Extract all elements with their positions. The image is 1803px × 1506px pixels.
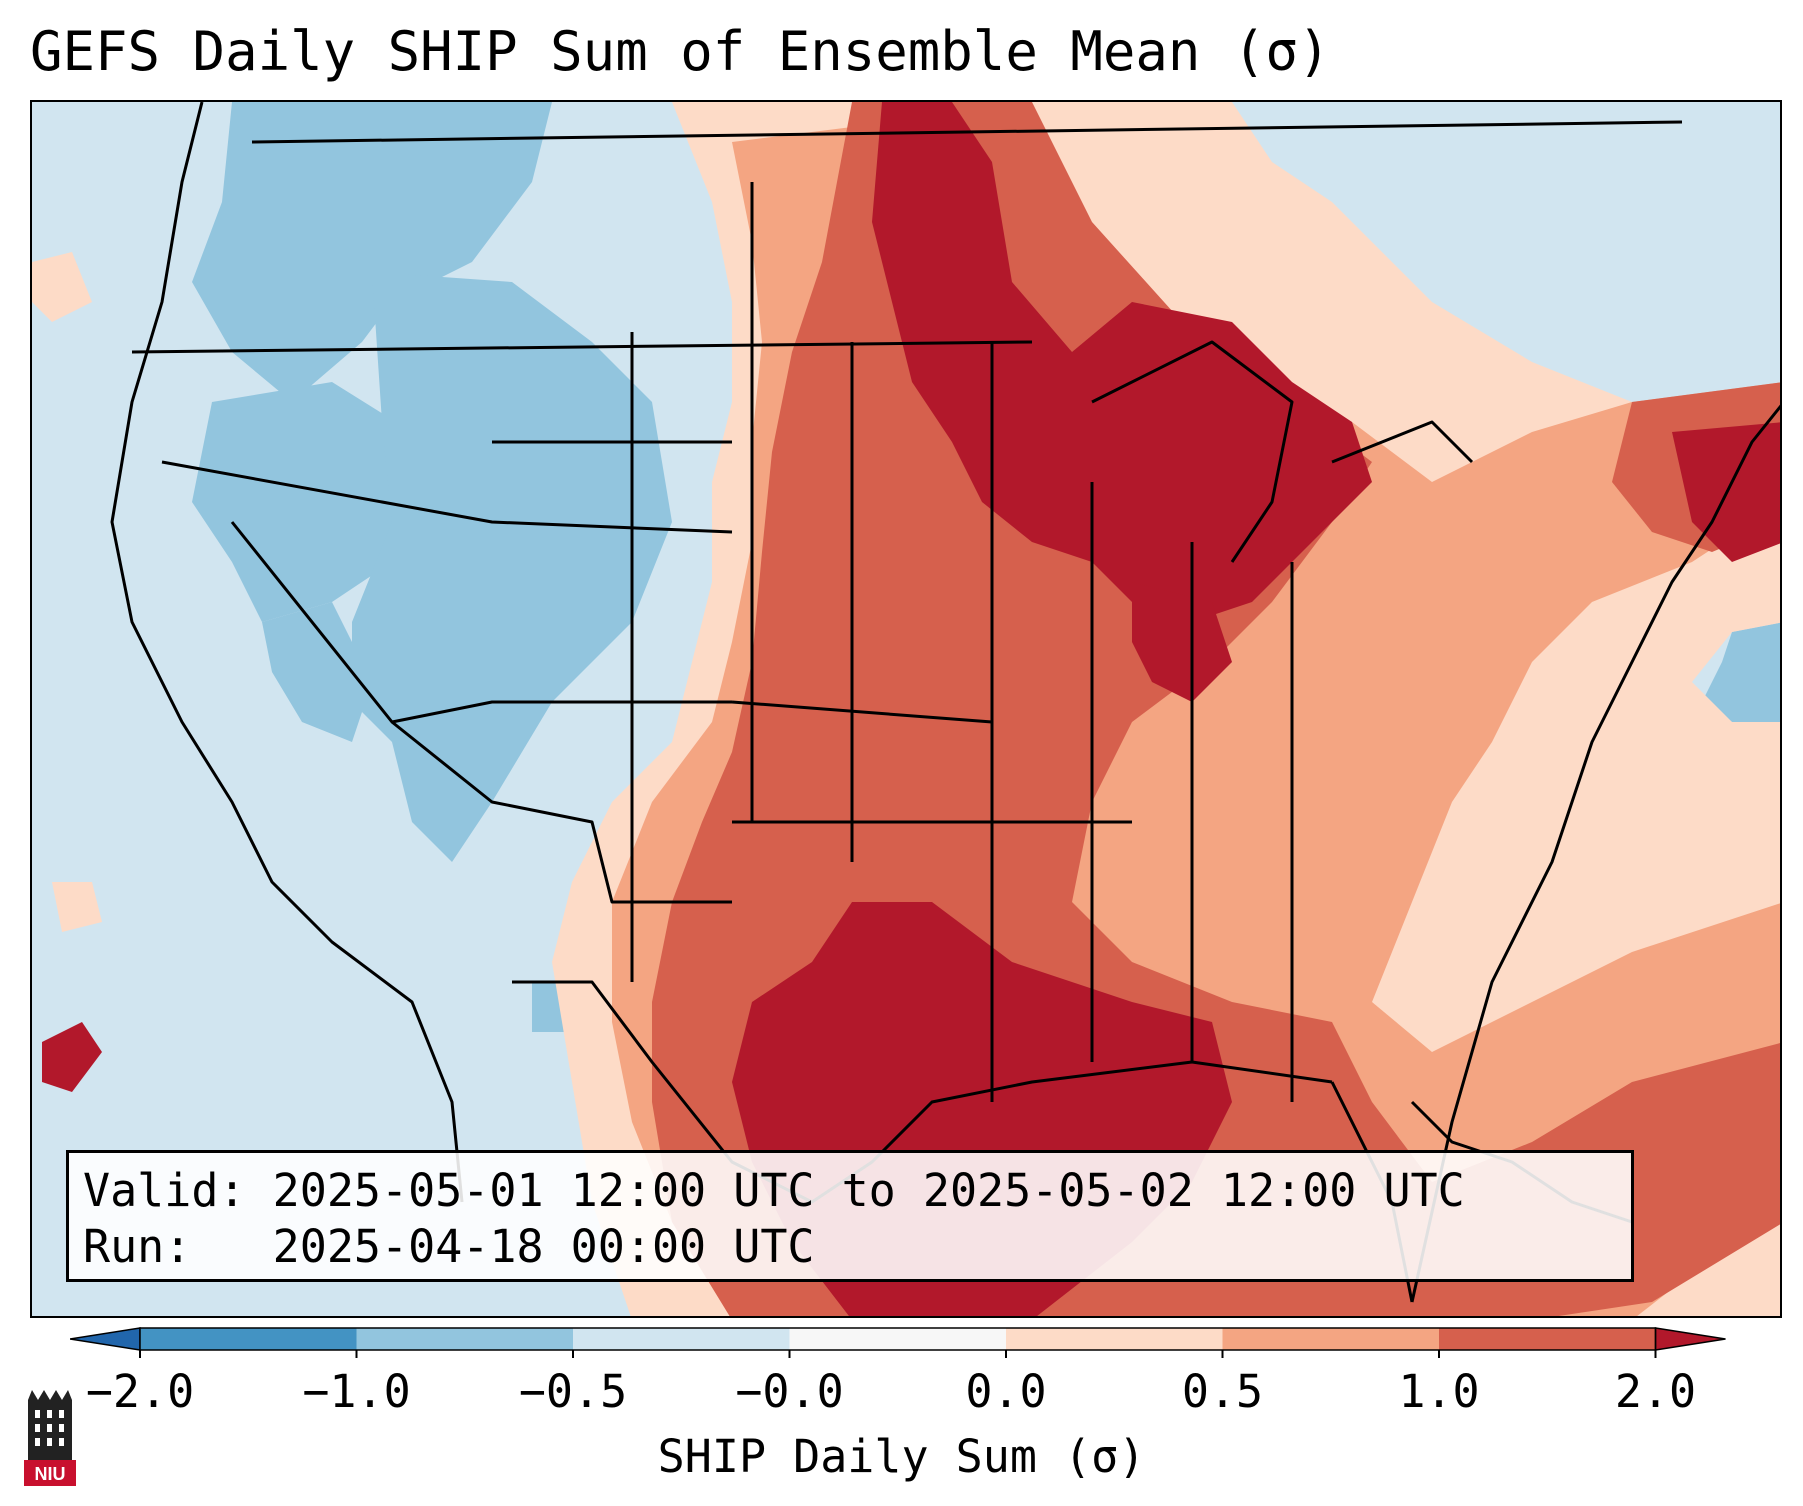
colorbar-segment — [356, 1328, 573, 1350]
boundaries — [110, 102, 1780, 1303]
niu-logo-text: NIU — [35, 1464, 66, 1484]
colorbar — [70, 1318, 1726, 1358]
colorbar-segment — [140, 1328, 357, 1350]
colorbar-segment — [573, 1328, 790, 1350]
valid-label: Valid: — [83, 1164, 246, 1217]
valid-run-info-box: Valid: 2025-05-01 12:00 UTC to 2025-05-0… — [66, 1150, 1634, 1282]
colorbar-anchor — [70, 1318, 71, 1319]
colorbar-segments — [70, 1327, 1726, 1358]
anomaly-map — [32, 102, 1780, 1316]
colorbar-tick-label: −2.0 — [85, 1365, 195, 1418]
colorbar-segment — [1222, 1328, 1439, 1350]
west-coastline — [110, 102, 464, 1203]
colorbar-label: SHIP Daily Sum (σ) — [657, 1430, 1146, 1483]
run-label: Run: — [83, 1220, 192, 1273]
negative-anomaly-region — [192, 102, 1780, 1032]
colorbar-segment — [789, 1328, 1006, 1350]
east-coastline — [1410, 404, 1780, 1303]
lake-erie — [1331, 420, 1474, 464]
valid-value: 2025-05-01 12:00 UTC to 2025-05-02 12:00… — [272, 1164, 1465, 1217]
map-panel — [30, 100, 1782, 1318]
colorbar-segment — [1439, 1328, 1656, 1350]
canada-border-line — [251, 120, 1683, 144]
colorbar-tick-label: 0.0 — [965, 1365, 1047, 1418]
colorbar-tick-label: 0.5 — [1181, 1365, 1264, 1418]
colorbar-tick-label: −0.0 — [735, 1365, 844, 1418]
colorbar-outline — [139, 1327, 1657, 1351]
colorbar-extend-high — [1654, 1327, 1726, 1351]
map-title: GEFS Daily SHIP Sum of Ensemble Mean (σ) — [30, 20, 1331, 83]
colorbar-tick-label: 1.0 — [1398, 1365, 1480, 1418]
colorbar-segment — [1006, 1328, 1223, 1350]
colorbar-tick-label: −0.5 — [518, 1365, 628, 1418]
run-value: 2025-04-18 00:00 UTC — [272, 1220, 815, 1273]
colorbar-extend-low — [70, 1327, 141, 1351]
niu-logo: NIU — [24, 1390, 76, 1486]
colorbar-tick-label: −1.0 — [302, 1365, 411, 1418]
lake-michigan — [1091, 340, 1294, 563]
colorbar-tick-label: 2.0 — [1614, 1365, 1697, 1418]
